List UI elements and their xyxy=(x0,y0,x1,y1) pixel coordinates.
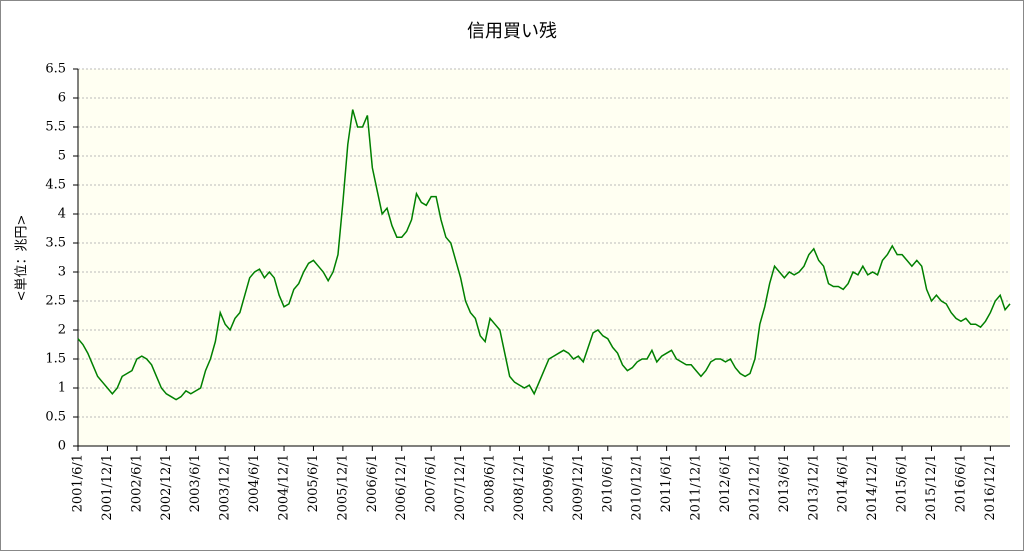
y-tick-label: 4.5 xyxy=(45,178,66,193)
x-tick-label: 2007/6/1 xyxy=(424,454,439,512)
x-tick-label: 2015/12/1 xyxy=(924,454,939,521)
y-tick-label: 6 xyxy=(58,91,66,106)
y-tick-label: 2.5 xyxy=(45,294,66,309)
x-tick-label: 2008/6/1 xyxy=(483,454,498,512)
x-tick-label: 2014/6/1 xyxy=(836,454,851,512)
x-tick-label: 2002/6/1 xyxy=(129,454,144,512)
x-tick-label: 2012/6/1 xyxy=(718,454,733,512)
x-tick-label: 2016/12/1 xyxy=(983,454,998,521)
y-axis-label: <単位：兆円> xyxy=(14,215,30,302)
x-tick-label: 2004/12/1 xyxy=(277,454,292,521)
x-tick-label: 2014/12/1 xyxy=(865,454,880,521)
chart-title: 信用買い残 xyxy=(467,21,557,42)
data-line xyxy=(77,109,1011,401)
x-tick-label: 2003/6/1 xyxy=(188,454,203,512)
x-tick-label: 2006/6/1 xyxy=(365,454,380,512)
x-tick-label: 2009/12/1 xyxy=(571,454,586,521)
x-tick-label: 2004/6/1 xyxy=(247,454,262,512)
x-tick-label: 2013/12/1 xyxy=(806,454,821,521)
x-tick-label: 2003/12/1 xyxy=(218,454,233,521)
x-tick-label: 2008/12/1 xyxy=(512,454,527,521)
x-tick-label: 2006/12/1 xyxy=(394,454,409,521)
y-tick-label: 5.5 xyxy=(45,120,66,135)
x-tick-label: 2009/6/1 xyxy=(541,454,556,512)
y-tick-label: 2 xyxy=(58,323,66,338)
x-tick-label: 2010/12/1 xyxy=(630,454,645,521)
y-tick-label: 5 xyxy=(58,149,66,164)
x-tick-label: 2011/6/1 xyxy=(659,454,674,512)
x-tick-label: 2007/12/1 xyxy=(453,454,468,521)
x-tick-label: 2011/12/1 xyxy=(689,454,704,521)
y-tick-label: 3.5 xyxy=(45,236,66,251)
x-tick-label: 2005/6/1 xyxy=(306,454,321,512)
y-tick-label: 3 xyxy=(58,265,66,280)
y-tick-label: 1 xyxy=(58,381,66,396)
x-tick-label: 2005/12/1 xyxy=(335,454,350,521)
y-tick-label: 0.5 xyxy=(45,410,66,425)
y-tick-label: 6.5 xyxy=(45,62,66,77)
x-tick-label: 2002/12/1 xyxy=(159,454,174,521)
plot-area xyxy=(78,69,1010,446)
x-tick-label: 2001/6/1 xyxy=(71,454,86,512)
x-tick-label: 2001/12/1 xyxy=(100,454,115,521)
x-tick-label: 2010/6/1 xyxy=(600,454,615,512)
y-tick-label: 0 xyxy=(58,439,66,454)
y-tick-label: 1.5 xyxy=(45,352,66,367)
y-tick-label: 4 xyxy=(58,207,66,222)
x-tick-label: 2016/6/1 xyxy=(953,454,968,512)
x-tick-label: 2012/12/1 xyxy=(747,454,762,521)
x-tick-label: 2015/6/1 xyxy=(895,454,910,512)
x-tick-label: 2013/6/1 xyxy=(777,454,792,512)
